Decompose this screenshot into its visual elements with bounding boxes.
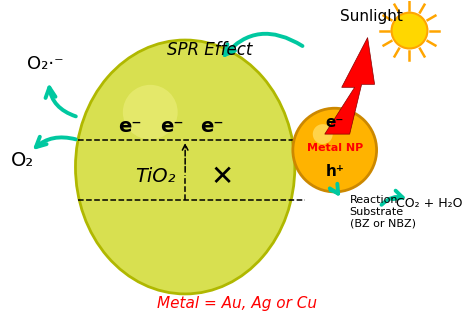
Text: TiO₂: TiO₂: [135, 167, 175, 186]
Text: CO₂ + H₂O: CO₂ + H₂O: [396, 197, 463, 210]
Text: Reaction
Substrate
(BZ or NBZ): Reaction Substrate (BZ or NBZ): [350, 195, 416, 228]
Text: e⁻: e⁻: [201, 117, 224, 136]
Text: Sunlight: Sunlight: [340, 9, 403, 24]
Text: O₂: O₂: [11, 150, 34, 169]
Circle shape: [392, 13, 428, 49]
Ellipse shape: [75, 40, 295, 294]
Text: Metal NP: Metal NP: [307, 143, 363, 153]
Circle shape: [293, 108, 376, 192]
Polygon shape: [325, 38, 374, 134]
Text: e⁻: e⁻: [160, 117, 184, 136]
Text: O₂·⁻: O₂·⁻: [27, 55, 64, 73]
Text: ✕: ✕: [210, 163, 234, 191]
Text: Metal = Au, Ag or Cu: Metal = Au, Ag or Cu: [157, 296, 317, 311]
Circle shape: [313, 124, 333, 144]
Text: e⁻: e⁻: [118, 117, 142, 136]
Text: e⁻: e⁻: [326, 115, 344, 130]
Ellipse shape: [123, 85, 178, 140]
Text: SPR Effect: SPR Effect: [167, 42, 253, 60]
Text: h⁺: h⁺: [325, 165, 344, 179]
